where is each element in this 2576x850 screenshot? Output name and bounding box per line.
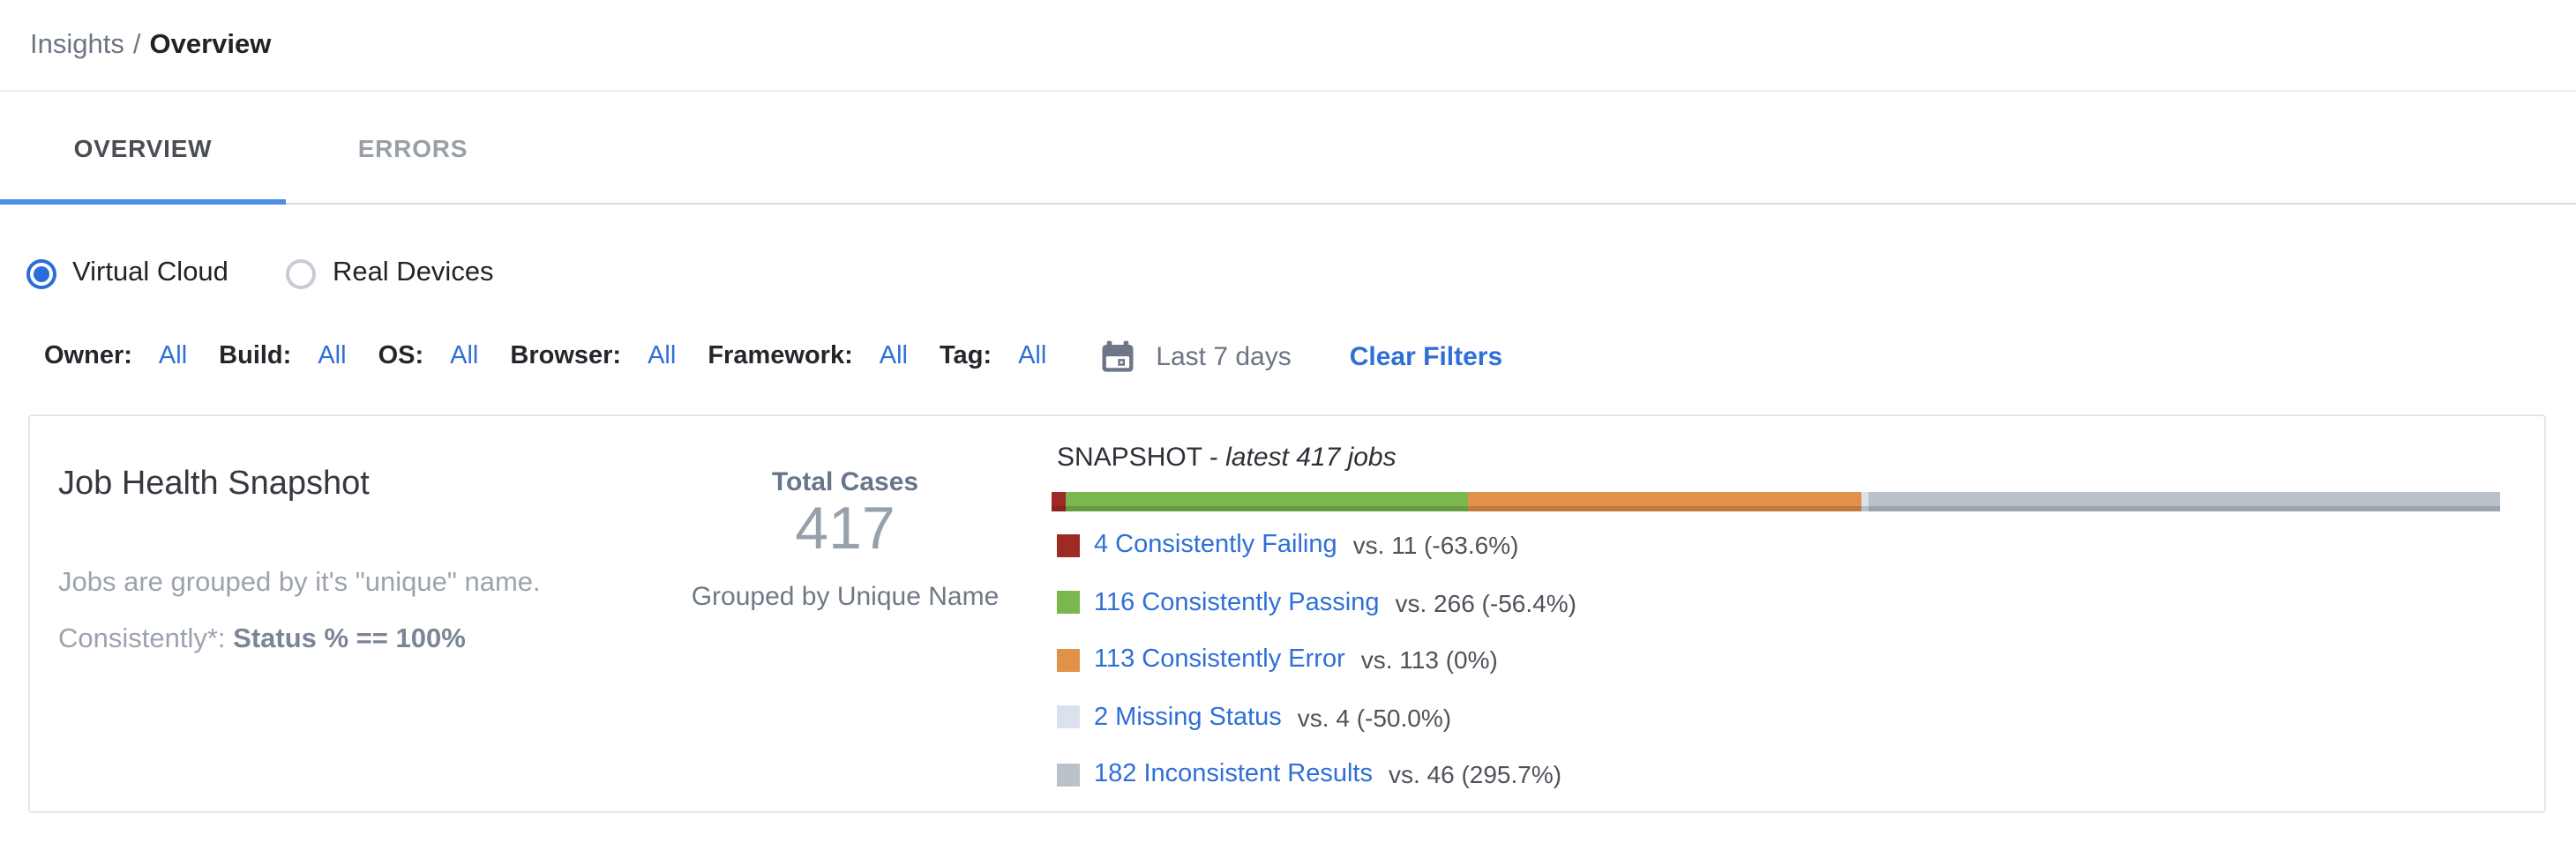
snapshot-title-italic: latest 417 jobs [1225, 443, 1397, 473]
filter-bar: Owner: All Build: All OS: All Browser: A… [0, 337, 2576, 376]
filter-tag-value[interactable]: All [1018, 342, 1047, 370]
legend-link-consistently-failing[interactable]: 4 Consistently Failing [1094, 531, 1337, 560]
breadcrumb-insights-link[interactable]: Insights [30, 29, 124, 59]
card-description-line2-bold: Status % == 100% [233, 624, 466, 654]
radio-virtual-cloud-label: Virtual Cloud [72, 257, 228, 287]
legend-row-consistently-passing: 116 Consistently Passing vs. 266 (-56.4%… [1057, 574, 2500, 631]
calendar-icon[interactable] [1099, 338, 1136, 375]
filter-browser-value[interactable]: All [648, 342, 677, 370]
device-toggle-row: Virtual Cloud Real Devices [0, 256, 2576, 291]
snapshot-title-prefix: SNAPSHOT - [1057, 443, 1226, 473]
active-tab-indicator [0, 199, 286, 205]
tab-bar: OVERVIEW ERRORS [0, 92, 2576, 205]
legend-swatch-error [1057, 648, 1080, 672]
legend-comparison-failing: vs. 11 (-63.6%) [1352, 531, 1519, 560]
legend-swatch-passing [1057, 591, 1080, 615]
legend-row-consistently-error: 113 Consistently Error vs. 113 (0%) [1057, 631, 2500, 689]
legend-row-inconsistent-results: 182 Inconsistent Results vs. 46 (295.7%) [1057, 746, 2500, 803]
radio-virtual-cloud-button[interactable] [26, 258, 56, 288]
snapshot-bar [1052, 492, 2500, 511]
legend-row-missing-status: 2 Missing Status vs. 4 (-50.0%) [1057, 689, 2500, 746]
filter-owner: Owner: All [44, 342, 187, 370]
date-range-picker[interactable]: Last 7 days [1099, 338, 1292, 375]
card-description-line1: Jobs are grouped by it's "unique" name. [58, 568, 541, 598]
card-description-line2: Consistently*: Status % == 100% [58, 624, 466, 656]
bar-segment-consistently-error [1468, 492, 1861, 511]
bar-segment-consistently-failing [1052, 492, 1066, 511]
filter-browser: Browser: All [510, 342, 676, 370]
tab-overview[interactable]: OVERVIEW [73, 133, 213, 161]
filter-os-label: OS: [378, 342, 424, 370]
legend-comparison-error: vs. 113 (0%) [1360, 645, 1498, 675]
filter-owner-label: Owner: [44, 342, 132, 370]
legend-link-missing-status[interactable]: 2 Missing Status [1094, 703, 1282, 732]
bar-segment-consistently-passing [1065, 492, 1469, 511]
filter-os: OS: All [378, 342, 479, 370]
legend-swatch-inconsistent [1057, 763, 1080, 787]
breadcrumb: Insights / Overview [0, 0, 2576, 92]
filter-os-value[interactable]: All [450, 342, 479, 370]
snapshot-title: SNAPSHOT - latest 417 jobs [1057, 443, 1397, 473]
legend-link-inconsistent-results[interactable]: 182 Inconsistent Results [1094, 760, 1373, 789]
filter-build-value[interactable]: All [318, 342, 347, 370]
breadcrumb-separator: / [132, 29, 141, 59]
filter-build-label: Build: [219, 342, 292, 370]
clear-filters-button[interactable]: Clear Filters [1349, 341, 1503, 371]
total-cases-label: Total Cases [771, 467, 919, 497]
legend-swatch-failing [1057, 533, 1080, 557]
filter-framework-value[interactable]: All [879, 342, 908, 370]
filter-browser-label: Browser: [510, 342, 622, 370]
snapshot-legend: 4 Consistently Failing vs. 11 (-63.6%) 1… [1057, 517, 2500, 803]
filter-framework: Framework: All [708, 342, 908, 370]
filter-tag: Tag: All [940, 342, 1046, 370]
legend-link-consistently-passing[interactable]: 116 Consistently Passing [1094, 588, 1380, 617]
radio-virtual-cloud[interactable]: Virtual Cloud [26, 257, 228, 289]
grouped-by-label: Grouped by Unique Name [691, 582, 1000, 612]
breadcrumb-current-overview: Overview [149, 29, 272, 59]
radio-real-devices[interactable]: Real Devices [286, 257, 494, 289]
filter-owner-value[interactable]: All [158, 342, 188, 370]
snapshot-block: SNAPSHOT - latest 417 jobs 4 Consistentl… [1052, 416, 2500, 811]
legend-comparison-inconsistent: vs. 46 (295.7%) [1388, 760, 1562, 789]
tab-errors[interactable]: ERRORS [357, 133, 468, 161]
legend-comparison-passing: vs. 266 (-56.4%) [1395, 588, 1576, 617]
date-range-value[interactable]: Last 7 days [1156, 341, 1292, 371]
bar-segment-inconsistent-results [1868, 492, 2500, 511]
legend-link-consistently-error[interactable]: 113 Consistently Error [1094, 645, 1345, 675]
filter-tag-label: Tag: [940, 342, 992, 370]
card-title: Job Health Snapshot [58, 466, 370, 503]
legend-comparison-missing: vs. 4 (-50.0%) [1297, 703, 1452, 732]
job-health-snapshot-card: Job Health Snapshot Jobs are grouped by … [28, 414, 2546, 813]
card-description-line2-prefix: Consistently*: [58, 624, 234, 654]
total-cases-value: 417 [795, 496, 895, 563]
legend-swatch-missing [1057, 705, 1080, 729]
legend-row-consistently-failing: 4 Consistently Failing vs. 11 (-63.6%) [1057, 517, 2500, 574]
radio-real-devices-button[interactable] [286, 258, 317, 288]
filter-framework-label: Framework: [708, 342, 853, 370]
radio-real-devices-label: Real Devices [332, 257, 494, 287]
filter-build: Build: All [219, 342, 346, 370]
bar-segment-missing-status [1861, 492, 1868, 511]
